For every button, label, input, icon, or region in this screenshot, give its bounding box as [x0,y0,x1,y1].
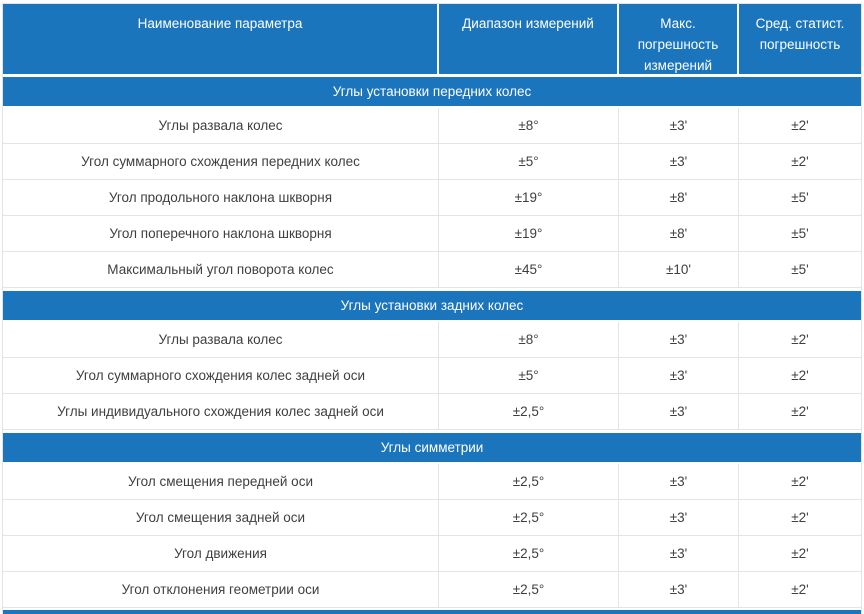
table-row: Углы индивидуального схождения колес зад… [3,394,861,430]
cell-parameter-name: Угол поперечного наклона шкворня [3,216,439,251]
cell-avg-statistical-error: ±2' [791,404,809,419]
cell-avg-statistical-error: ±2' [791,118,809,133]
cell-avg-statistical-error: ±5' [791,262,809,277]
section-header-symmetry-angles: Углы симметрии [3,430,861,464]
section-header-rear-wheels: Углы установки задних колес [3,288,861,322]
cell-parameter-name: Угол движения [3,536,439,571]
cell-max-error: ±3' [619,394,739,429]
cell-parameter-name: Угол отклонения геометрии оси [3,572,439,607]
cell-measuring-range: ±2,5° [439,572,619,607]
cell-measuring-range: ±2,5° [439,536,619,571]
cell-max-error: ±3' [619,536,739,571]
cell-max-error: ±3' [619,572,739,607]
cell-max-error: ±8' [619,216,739,251]
cell-parameter-name: Угол суммарного схождения передних колес [3,144,439,179]
cell-avg-statistical-error: ±2' [791,582,809,597]
cell-max-error: ±10' [619,252,739,287]
cell-avg-statistical-error: ±2' [791,510,809,525]
table-row: Угол суммарного схождения передних колес… [3,144,861,180]
cell-parameter-name: Максимальный угол поворота колес [3,252,439,287]
table-row: Угол продольного наклона шкворня ±19° ±8… [3,180,861,216]
cell-avg-statistical-error: ±5' [791,190,809,205]
cell-avg-statistical-error: ±2' [791,368,809,383]
cell-max-error: ±3' [619,108,739,143]
cell-measuring-range: ±19° [439,216,619,251]
cutoff-next-section-bar [3,610,861,614]
cell-avg-statistical-error: ±2' [791,332,809,347]
table-header-row: Наименование параметра Диапазон измерени… [3,4,861,74]
table-row: Угол смещения передней оси ±2,5° ±3' ±2' [3,464,861,500]
cell-parameter-name: Углы развала колес [3,322,439,357]
cell-avg-statistical-error: ±5' [791,226,809,241]
parameters-table: Наименование параметра Диапазон измерени… [2,3,862,614]
cell-avg-statistical-error: ±2' [791,474,809,489]
cell-parameter-name: Угол смещения передней оси [3,464,439,499]
cell-max-error: ±3' [619,144,739,179]
cell-measuring-range: ±8° [439,108,619,143]
cell-measuring-range: ±2,5° [439,394,619,429]
table-row: Угол движения ±2,5° ±3' ±2' [3,536,861,572]
table-row: Угол смещения задней оси ±2,5° ±3' ±2' [3,500,861,536]
cell-parameter-name: Угол смещения задней оси [3,500,439,535]
cell-parameter-name: Угол продольного наклона шкворня [3,180,439,215]
section-header-front-wheels: Углы установки передних колес [3,74,861,108]
column-header-avg-statistical-error: Сред. статист. погрешность [739,4,861,74]
column-header-measuring-range: Диапазон измерений [439,4,619,74]
cell-max-error: ±8' [619,180,739,215]
table-row: Углы развала колес ±8° ±3' ±2' [3,108,861,144]
table-row: Угол суммарного схождения колес задней о… [3,358,861,394]
cell-parameter-name: Угол суммарного схождения колес задней о… [3,358,439,393]
cell-measuring-range: ±2,5° [439,464,619,499]
table-row: Углы развала колес ±8° ±3' ±2' [3,322,861,358]
cell-parameter-name: Углы индивидуального схождения колес зад… [3,394,439,429]
column-header-max-error: Макс. погрешность измерений [619,4,739,74]
column-header-parameter-name: Наименование параметра [3,4,439,74]
cell-avg-statistical-error: ±2' [791,154,809,169]
cell-max-error: ±3' [619,358,739,393]
cell-max-error: ±3' [619,464,739,499]
table-row: Угол поперечного наклона шкворня ±19° ±8… [3,216,861,252]
cell-measuring-range: ±19° [439,180,619,215]
table-row: Угол отклонения геометрии оси ±2,5° ±3' … [3,572,861,608]
cell-max-error: ±3' [619,500,739,535]
table-row: Максимальный угол поворота колес ±45° ±1… [3,252,861,288]
cell-measuring-range: ±5° [439,144,619,179]
cell-max-error: ±3' [619,322,739,357]
cell-measuring-range: ±2,5° [439,500,619,535]
cell-avg-statistical-error: ±2' [791,546,809,561]
cell-parameter-name: Углы развала колес [3,108,439,143]
cell-measuring-range: ±8° [439,322,619,357]
cell-measuring-range: ±5° [439,358,619,393]
cell-measuring-range: ±45° [439,252,619,287]
